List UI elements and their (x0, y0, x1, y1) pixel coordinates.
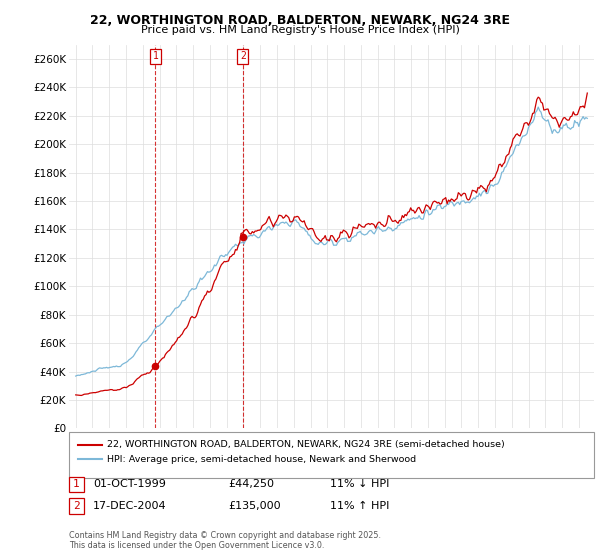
Text: Price paid vs. HM Land Registry's House Price Index (HPI): Price paid vs. HM Land Registry's House … (140, 25, 460, 35)
Text: 17-DEC-2004: 17-DEC-2004 (93, 501, 167, 511)
Text: 11% ↑ HPI: 11% ↑ HPI (330, 501, 389, 511)
Text: 2: 2 (240, 51, 246, 61)
Text: 11% ↓ HPI: 11% ↓ HPI (330, 479, 389, 489)
Text: HPI: Average price, semi-detached house, Newark and Sherwood: HPI: Average price, semi-detached house,… (107, 455, 416, 464)
Text: 1: 1 (152, 51, 158, 61)
Text: 1: 1 (73, 479, 80, 489)
Text: 22, WORTHINGTON ROAD, BALDERTON, NEWARK, NG24 3RE: 22, WORTHINGTON ROAD, BALDERTON, NEWARK,… (90, 14, 510, 27)
Text: £135,000: £135,000 (228, 501, 281, 511)
Text: 2: 2 (73, 501, 80, 511)
Text: 01-OCT-1999: 01-OCT-1999 (93, 479, 166, 489)
Text: Contains HM Land Registry data © Crown copyright and database right 2025.
This d: Contains HM Land Registry data © Crown c… (69, 531, 381, 550)
Text: 22, WORTHINGTON ROAD, BALDERTON, NEWARK, NG24 3RE (semi-detached house): 22, WORTHINGTON ROAD, BALDERTON, NEWARK,… (107, 440, 505, 449)
Text: £44,250: £44,250 (228, 479, 274, 489)
